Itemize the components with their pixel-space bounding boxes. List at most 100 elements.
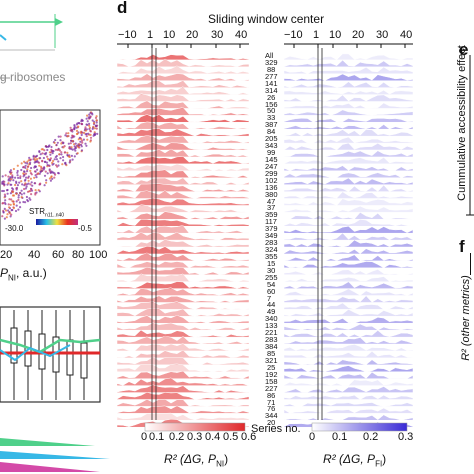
scatter-point	[10, 198, 13, 201]
scatter-point	[78, 136, 81, 139]
ridge-blue	[283, 232, 414, 241]
scatter-point	[11, 188, 15, 191]
scatter-point	[61, 163, 64, 166]
scatter-point	[87, 132, 90, 135]
scatter-point	[9, 203, 12, 206]
row-label: 99	[267, 148, 276, 158]
panel-letter-d: d	[117, 0, 128, 17]
ridge-blue	[283, 281, 414, 289]
scatter-point	[4, 199, 7, 202]
scatter-point	[89, 115, 92, 118]
row-label: 329	[265, 57, 278, 67]
scatter-point	[2, 189, 5, 193]
scatter-point	[88, 113, 91, 116]
scatter-point	[29, 169, 32, 172]
scatter-point	[35, 173, 39, 176]
scatter-point	[95, 121, 98, 124]
ridge-blue	[283, 102, 414, 109]
ridge-red	[116, 370, 250, 379]
row-label: 20	[267, 418, 276, 428]
scatter-point	[88, 124, 91, 127]
ridge-blue	[283, 184, 414, 192]
scatter-point	[73, 124, 76, 127]
row-label: 255	[265, 272, 278, 282]
scatter-point	[91, 127, 94, 130]
row-label: 84	[267, 127, 276, 137]
row-label: 340	[265, 314, 278, 324]
scatter-point	[50, 151, 53, 154]
row-label: 86	[267, 390, 276, 400]
scatter-point	[4, 174, 7, 177]
scatter-point	[71, 158, 74, 161]
scatter-point	[34, 159, 37, 162]
scatter-point	[74, 142, 77, 145]
scatter-point	[87, 116, 90, 119]
scatter-point	[80, 138, 83, 141]
red-tick: 0	[141, 431, 148, 443]
scatter-point	[26, 162, 29, 165]
red-colorbar-label: R² (ΔG, PNI)	[164, 452, 228, 468]
scatter-point	[6, 213, 9, 216]
scatter-point	[38, 190, 41, 193]
ridge-blue	[283, 317, 414, 324]
row-label: 76	[267, 404, 276, 414]
ridge-red	[116, 384, 250, 393]
ridge-blue	[283, 157, 414, 165]
ridge-red	[116, 128, 250, 137]
scatter-point	[62, 146, 65, 149]
row-label: 60	[267, 286, 276, 296]
wedge-cyan	[0, 451, 110, 459]
ridge-blue	[283, 254, 414, 262]
scatter-point	[68, 147, 71, 150]
scatter-point	[7, 178, 10, 181]
ridge-blue	[283, 53, 414, 61]
scatter-point	[35, 158, 39, 161]
ridge-blue	[283, 269, 414, 276]
scatter-point	[18, 181, 21, 184]
scatter-point	[59, 157, 62, 160]
scatter-point	[37, 161, 41, 164]
blue-colorbar	[311, 422, 408, 432]
scatter-point	[70, 146, 73, 149]
row-label: 221	[265, 328, 278, 338]
row-label: 26	[267, 92, 276, 102]
ridge-red	[116, 356, 250, 366]
scatter-point	[24, 164, 27, 167]
ridge-red	[116, 391, 250, 400]
scatter-point	[55, 158, 59, 161]
scatter-point	[1, 181, 4, 184]
scatter-point	[75, 126, 78, 129]
scatter-point	[1, 215, 4, 218]
scatter-point	[75, 129, 79, 132]
ridge-blue	[283, 142, 414, 151]
panel-e-ylabel: Cummulative accessibility effect	[456, 45, 468, 201]
scatter-point	[54, 148, 58, 151]
scatter-point	[62, 155, 65, 159]
ridge-blue	[283, 261, 414, 269]
scatter-point	[11, 176, 14, 179]
scatter-point	[1, 189, 4, 193]
scatter-point	[45, 179, 48, 182]
ridge-red	[116, 301, 250, 310]
ridge-red	[116, 329, 250, 338]
ridge-red	[116, 412, 250, 421]
top-tick-left: 10	[163, 29, 176, 41]
scatter-point	[12, 200, 15, 203]
scatter-point	[66, 135, 69, 138]
scatter-point	[48, 168, 51, 171]
scatter-point	[59, 135, 62, 138]
scatter-point	[51, 171, 54, 174]
blue-tick: 0	[309, 431, 316, 443]
ridge-red	[116, 73, 250, 81]
ridge-red	[116, 231, 250, 241]
scatter-point	[20, 196, 23, 199]
colorbar-max: -0.5	[78, 224, 92, 233]
scatter-point	[49, 171, 52, 174]
scatter-point	[2, 210, 5, 213]
scatter-point	[10, 178, 13, 181]
ridge-blue	[283, 219, 414, 227]
ridge-blue	[283, 309, 414, 317]
top-tick-right: 20	[352, 29, 365, 41]
scatter-point	[70, 154, 73, 157]
scatter-point	[46, 172, 49, 175]
